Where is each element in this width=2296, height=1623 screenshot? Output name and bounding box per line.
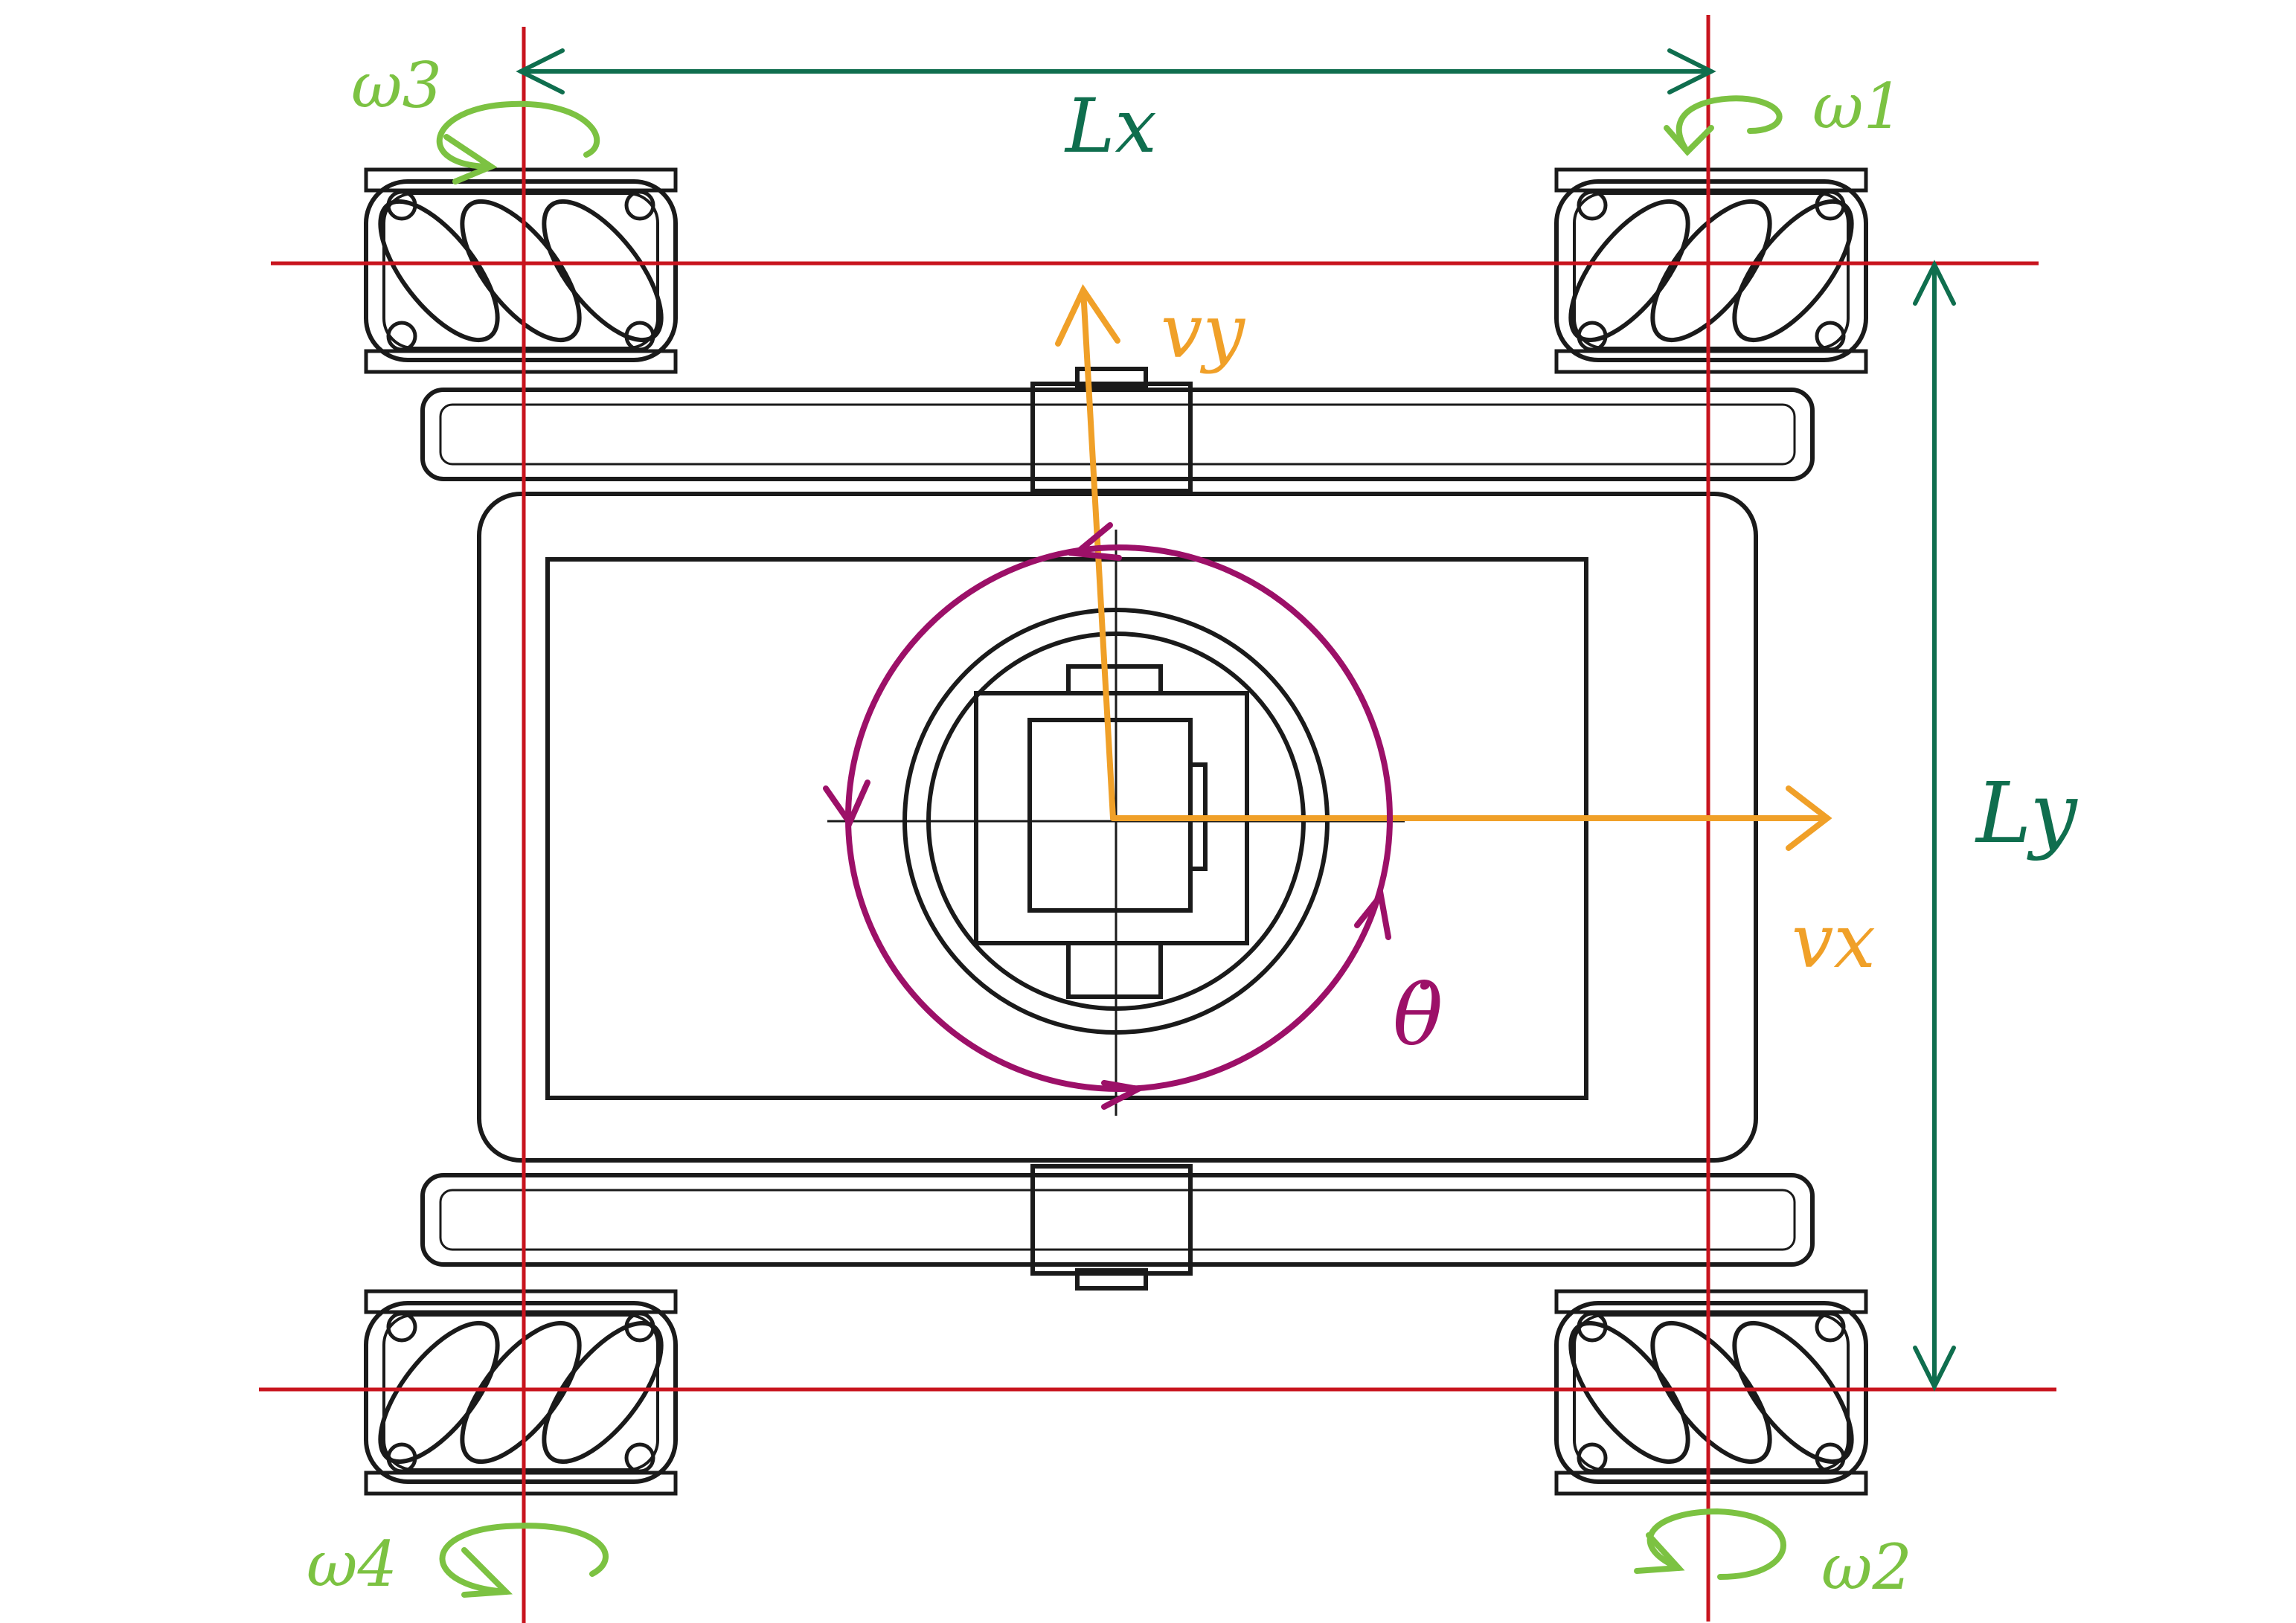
wheel-front-left — [359, 170, 682, 372]
wheel-front-right — [1550, 170, 1873, 372]
robot-chassis — [420, 367, 1815, 1291]
rotation-theta-dot-circle — [823, 522, 1393, 1110]
label-ly: Ly — [1975, 765, 2078, 862]
label-vx: vx — [1792, 898, 1876, 985]
label-theta-dot: θ̇ — [1393, 968, 1443, 1064]
wheel-rotation-indicators — [436, 95, 1786, 1598]
dimension-lx — [516, 48, 1716, 94]
rotation-arrow-w3 — [436, 100, 600, 170]
label-lx: Lx — [1064, 83, 1157, 170]
rotation-arrow-w2 — [1646, 1508, 1786, 1580]
label-vy: vy — [1161, 288, 1245, 375]
rotation-arrow-w1 — [1675, 95, 1783, 155]
label-w1: ω1 — [1812, 70, 1903, 143]
label-w4: ω4 — [307, 1528, 397, 1601]
label-w3: ω3 — [351, 49, 442, 122]
label-w2: ω2 — [1821, 1531, 1912, 1604]
wheel-rear-right — [1550, 1291, 1873, 1494]
rotation-arrow-w4 — [439, 1523, 609, 1595]
wheel-axis-reference-lines — [259, 15, 2056, 1623]
wheel-rear-left — [359, 1291, 682, 1494]
dimension-ly — [1913, 260, 1956, 1392]
diagram-labels: Lx Ly vy vx θ̇ ω1 ω2 ω3 ω4 — [307, 49, 2078, 1604]
velocity-vx-arrow — [1110, 785, 1832, 851]
